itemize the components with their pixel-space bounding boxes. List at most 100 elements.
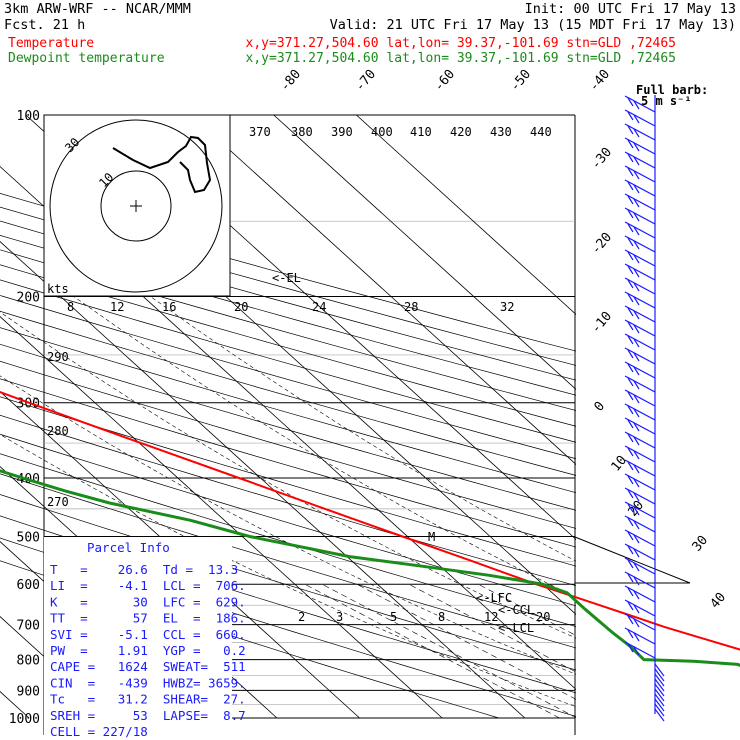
barb-legend-units: 5 m s⁻¹ [641, 94, 692, 108]
wind-barb-low [654, 683, 665, 697]
parcel-info-row-6: CAPE = 1624 SWEAT= 511 [50, 659, 246, 674]
dry-adiabat-400 [0, 279, 740, 486]
wind-barb [624, 361, 656, 379]
isotherm--30 [0, 316, 443, 719]
mixing-ratio-label-11: 12 [484, 610, 498, 624]
parcel-info-row-2: K = 30 LFC = 629. [50, 594, 246, 609]
pressure-tick-700: 700 [17, 619, 40, 634]
mixing-ratio-label-3: 20 [234, 300, 248, 314]
wind-barb [624, 193, 656, 211]
wind-barb [624, 515, 656, 533]
wind-barb [624, 613, 656, 631]
pressure-tick-200: 200 [17, 291, 40, 306]
temperature-trace [0, 391, 740, 651]
forecast-hour: Fcst. 21 h [4, 17, 85, 33]
wind-barb-low [654, 693, 665, 707]
hodograph-ring-inner [100, 170, 172, 242]
wind-barb [624, 417, 656, 435]
wind-barb [624, 137, 656, 155]
parcel-info-row-1: LI = -4.1 LCL = 706. [50, 578, 246, 593]
wind-barb [624, 235, 656, 253]
mixing-ratio-5 [356, 583, 612, 719]
background-grid [0, 114, 740, 740]
mixing-ratio-2 [304, 583, 560, 719]
wind-barb-low [654, 678, 665, 692]
parcel-info-row-7: CIN = -439 HWBZ= 3659. [50, 675, 246, 690]
wind-barb-low [654, 663, 665, 677]
dry-adiabat-420 [0, 249, 740, 454]
parcel-info-box: Parcel Info T = 26.6 Td = 13.3LI = -4.1 … [44, 537, 246, 739]
init-time: Init: 00 UTC Fri 17 May 13 [525, 1, 736, 17]
theta-label-9: 280 [47, 424, 69, 438]
mixing-ratio-label-8: 3 [336, 610, 343, 624]
wind-barb [624, 571, 656, 589]
theta-label-10: 270 [47, 495, 69, 509]
wind-barb-low [654, 698, 665, 712]
theta-label-4: 410 [410, 125, 432, 139]
mixing-ratio-label-4: 24 [312, 300, 326, 314]
lcl-annotation: <-LCL [498, 621, 534, 635]
wind-barb-low [654, 708, 665, 722]
wind-barb [624, 473, 656, 491]
wind-barb [624, 249, 656, 267]
moist-adiabat-10 [0, 311, 740, 706]
wind-barb [624, 487, 656, 505]
mixing-ratio-label-9: 5 [390, 610, 397, 624]
theta-label-5: 420 [450, 125, 472, 139]
parcel-info-rows: T = 26.6 Td = 13.3LI = -4.1 LCL = 706.K … [50, 562, 246, 739]
isobar-500-extension [574, 536, 691, 584]
wind-barb-low [654, 688, 665, 702]
wind-barb [624, 347, 656, 365]
wind-barb [624, 95, 656, 113]
dry-adiabat-410 [0, 264, 740, 470]
wind-barb [624, 277, 656, 295]
dry-adiabat-430 [0, 234, 740, 438]
wind-barb [624, 431, 656, 449]
wind-barb [624, 389, 656, 407]
isotherm-label-0: -80 [278, 67, 305, 95]
pressure-tick-500: 500 [17, 530, 40, 545]
dry-adiabat-370 [0, 327, 740, 537]
dewpoint-label: Dewpoint temperature [8, 51, 165, 66]
barb-legend-title: Full barb: [636, 83, 708, 97]
dewpoint-trace [0, 469, 740, 667]
right-mask [576, 115, 740, 740]
wind-barb-low [654, 703, 665, 717]
pressure-tick-800: 800 [17, 654, 40, 669]
parcel-info-row-9: SREH = 53 LAPSE= 8.7 [50, 708, 246, 723]
wind-barb [624, 459, 656, 477]
hodograph-trace [112, 135, 212, 194]
wind-barb [624, 123, 656, 141]
wind-barb [624, 375, 656, 393]
dry-adiabat-320 [0, 414, 740, 631]
wind-barb [624, 543, 656, 561]
theta-label-2: 390 [331, 125, 353, 139]
wind-barb [624, 221, 656, 239]
wind-barb-low [654, 668, 665, 682]
theta-label-3: 400 [371, 125, 393, 139]
lfc-annotation: <-LFC [476, 591, 512, 605]
pressure-tick-1000: 1000 [9, 712, 40, 727]
pressure-tick-100: 100 [17, 109, 40, 124]
wind-barb-low [654, 673, 665, 687]
ccl-annotation: <-CCL [498, 603, 534, 617]
mixing-ratio-label-5: 28 [404, 300, 418, 314]
parcel-info-row-4: SVI = -5.1 CCL = 660. [50, 627, 246, 642]
mixing-ratio-label-10: 8 [438, 610, 445, 624]
wind-barb [624, 109, 656, 127]
dry-adiabat-380 [0, 310, 740, 520]
isotherm--40 [0, 391, 360, 719]
m-marker: M [428, 530, 435, 544]
wind-barb [624, 291, 656, 309]
wind-barb [624, 151, 656, 169]
wind-barb [624, 305, 656, 323]
mixing-ratio-label-2: 16 [162, 300, 176, 314]
wind-barbs [624, 95, 665, 722]
mixing-ratio-8 [408, 583, 664, 719]
wind-barb [624, 445, 656, 463]
wind-barb [624, 263, 656, 281]
hodograph-ring-outer [49, 119, 223, 293]
wind-barb [624, 165, 656, 183]
dry-adiabat-390 [0, 295, 740, 503]
